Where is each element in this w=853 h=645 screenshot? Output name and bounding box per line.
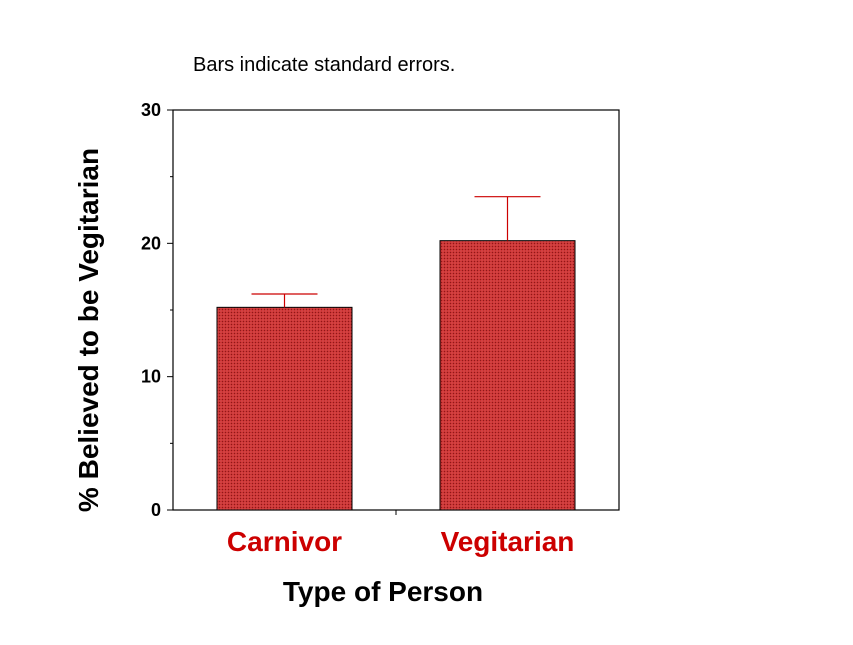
y-tick-label: 0 [151,500,161,520]
chart-annotation: Bars indicate standard errors. [193,54,455,76]
x-axis-tick-labels: Carnivor Vegitarian [227,510,575,557]
y-tick-label: 30 [141,100,161,120]
x-tick-label: Carnivor [227,526,342,557]
bar-carnivor [216,306,353,511]
y-tick-label: 10 [141,367,161,387]
y-axis-label: % Believed to be Vegitarian [73,148,104,512]
y-tick-label: 20 [141,233,161,253]
x-axis-label: Type of Person [283,576,483,607]
x-tick-label: Vegitarian [441,526,575,557]
y-axis: 0 10 20 30 [141,100,173,520]
bar-vegitarian [439,240,576,511]
bars-group [216,196,576,511]
